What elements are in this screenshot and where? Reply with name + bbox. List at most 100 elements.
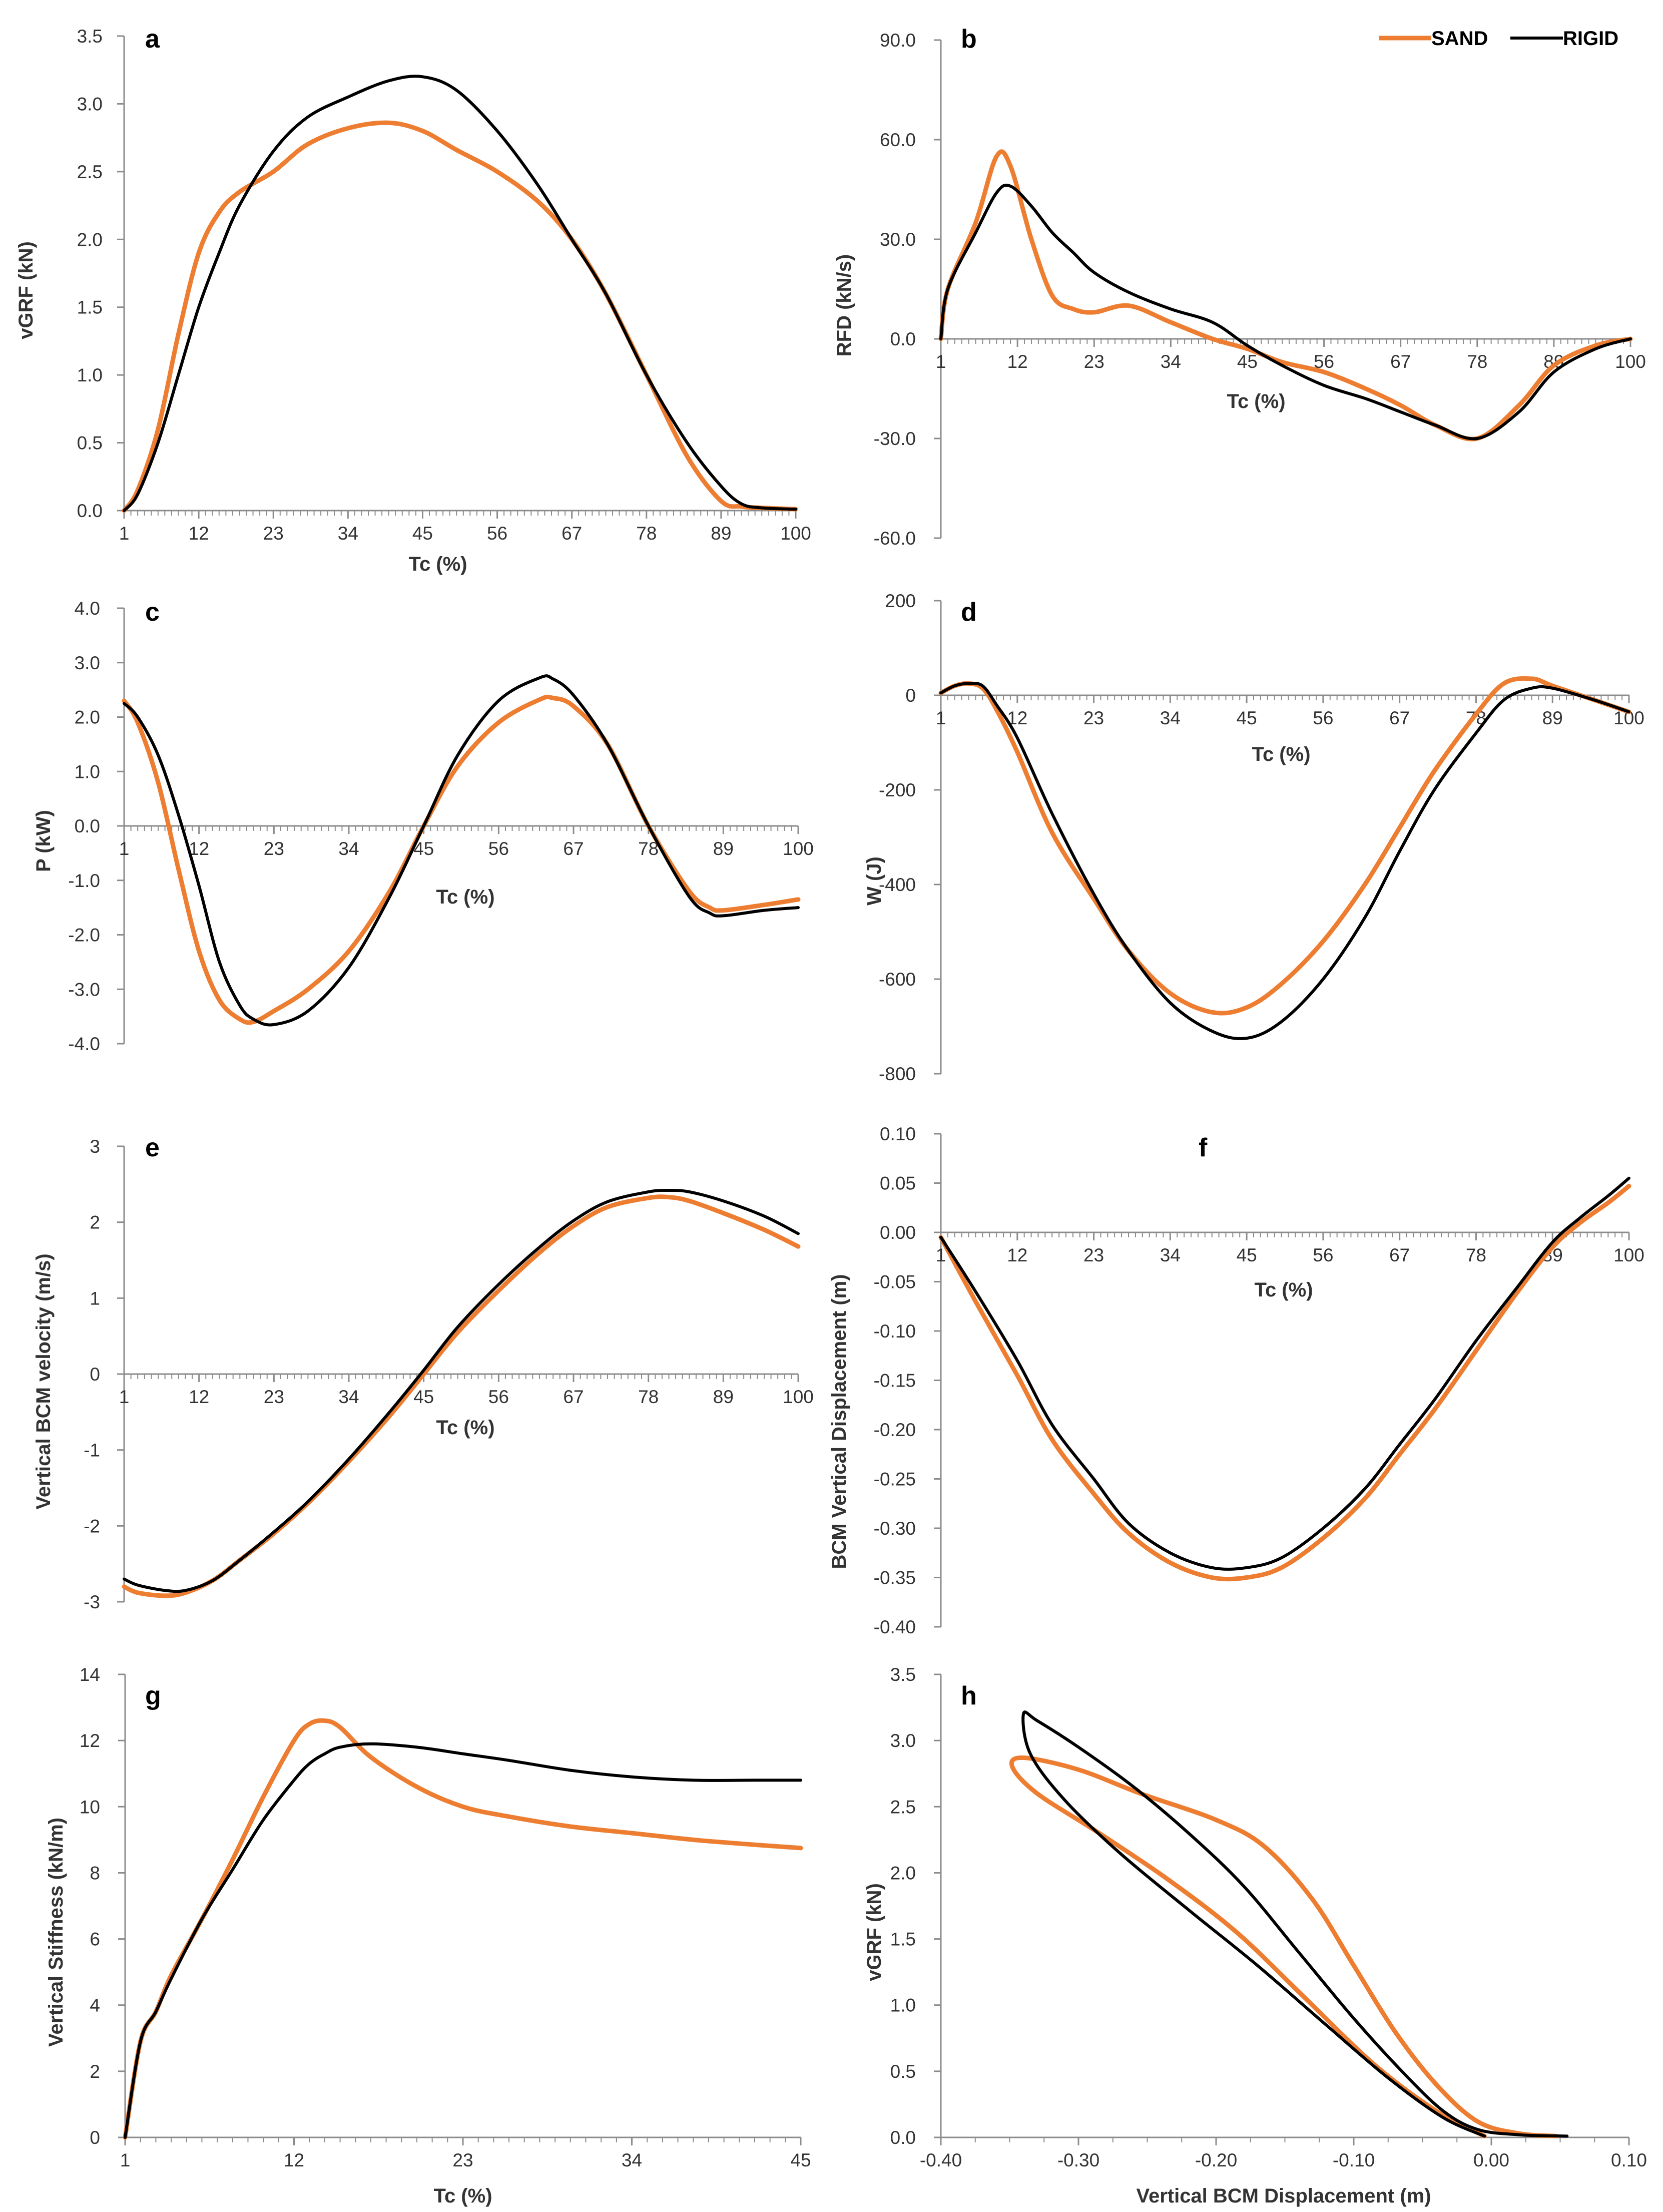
- x-axis-title: Tc (%): [1254, 1279, 1313, 1301]
- x-tick-label: 56: [1313, 708, 1333, 728]
- y-axis-title: W (J): [863, 856, 885, 906]
- y-tick-label: 3.5: [77, 26, 103, 47]
- y-axis-title: BCM Vertical Displacement (m): [828, 1274, 850, 1569]
- panel-letter: d: [961, 598, 977, 627]
- y-tick-label: 0.0: [75, 816, 100, 836]
- y-tick-label: -3.0: [68, 979, 100, 1000]
- x-tick-label: 0.10: [1611, 2150, 1647, 2170]
- series-line-sand: [938, 676, 1631, 1016]
- y-tick-label: 3.0: [77, 94, 103, 114]
- x-tick-label: 1: [119, 523, 130, 544]
- y-tick-label: -1: [84, 1440, 100, 1461]
- plot-area: -0.40 -0.35 -0.30 -0.25 -0.20 -0.15 -0.10 -0.05…: [874, 1124, 1644, 1637]
- series-line-sand: [938, 149, 1633, 441]
- y-tick-label: -0.30: [874, 1518, 916, 1539]
- x-tick-label: 1: [936, 1245, 946, 1265]
- y-tick-label: 2: [90, 2061, 100, 2082]
- y-tick-label: 14: [80, 1664, 100, 1685]
- x-tick-label: 56: [488, 1387, 509, 1407]
- x-tick-label: 100: [780, 523, 811, 544]
- series-line-rigid: [123, 1188, 800, 1593]
- x-tick-label: -0.10: [1333, 2150, 1375, 2170]
- y-axis-title: Vertical Stiffness (kN/m): [45, 1818, 67, 2047]
- x-tick-label: 67: [563, 838, 584, 859]
- y-tick-label: 6: [90, 1929, 100, 1950]
- x-tick-label: 100: [1615, 351, 1646, 372]
- x-tick-label: 100: [783, 838, 814, 859]
- y-tick-label: -600: [879, 969, 916, 990]
- y-tick-label: 1.5: [890, 1929, 916, 1950]
- x-tick-label: 100: [1613, 1245, 1644, 1265]
- x-tick-label: 56: [488, 838, 509, 859]
- y-tick-label: -3: [84, 1592, 100, 1612]
- x-tick-label: -0.20: [1195, 2150, 1237, 2170]
- x-tick-label: 34: [1160, 1245, 1181, 1265]
- plot-area: 0 2 4 6 8 10 12 14 1 12 23 34 45: [80, 1664, 811, 2170]
- y-tick-label: -0.20: [874, 1420, 916, 1440]
- y-tick-label: -0.10: [874, 1321, 916, 1342]
- x-tick-label: 34: [1161, 351, 1181, 372]
- x-axis-title: Tc (%): [1227, 390, 1285, 412]
- series-line-rigid: [123, 674, 800, 1027]
- y-tick-label: -2: [84, 1516, 100, 1536]
- x-tick-label: 67: [563, 1387, 584, 1407]
- y-tick-label: -800: [879, 1064, 916, 1084]
- x-tick-label: 23: [264, 838, 284, 859]
- x-axis-title: Tc (%): [436, 886, 494, 908]
- x-tick-label: 45: [413, 1387, 434, 1407]
- y-tick-label: 1.0: [890, 1995, 916, 2016]
- y-tick-label: -30.0: [874, 428, 916, 449]
- y-tick-label: 3.0: [890, 1730, 916, 1751]
- y-tick-label: 3.5: [890, 1664, 916, 1685]
- y-tick-label: -0.25: [874, 1469, 916, 1490]
- y-tick-label: 2.5: [890, 1797, 916, 1817]
- x-tick-label: 45: [1237, 708, 1257, 728]
- series-line-sand: [1009, 1755, 1558, 2138]
- x-tick-label: 78: [1467, 351, 1487, 372]
- x-tick-label: 0.00: [1473, 2150, 1509, 2170]
- x-tick-label: 45: [412, 523, 433, 544]
- plot-area: -60.0-30.00.030.060.090.01 12 23 34 45 56 67 78…: [874, 30, 1646, 549]
- x-axis-title: Tc (%): [436, 1417, 494, 1439]
- y-tick-label: -0.40: [874, 1617, 916, 1637]
- y-tick-label: 0.05: [880, 1173, 916, 1194]
- y-tick-label: 1.5: [77, 297, 103, 318]
- x-tick-label: 1: [120, 2150, 131, 2170]
- x-tick-label: 78: [636, 523, 657, 544]
- panel-letter: g: [145, 1681, 161, 1710]
- panel-letter: c: [145, 598, 160, 627]
- x-tick-label: 23: [452, 2150, 473, 2170]
- x-tick-label: 45: [790, 2150, 811, 2170]
- y-tick-label: 2.5: [77, 162, 103, 182]
- panel-c: c -4.0 -3.0 -2.0 -1.0 0.0 1.0 2.0 3.0 4.0 1 12 23 34…: [33, 598, 814, 1054]
- x-axis-title: Vertical BCM Displacement (m): [1136, 2185, 1431, 2207]
- y-tick-label: 0.0: [77, 501, 103, 521]
- y-tick-label: -0.15: [874, 1371, 916, 1391]
- x-axis-title: Tc (%): [433, 2185, 492, 2207]
- series-line-rigid: [939, 682, 1630, 1040]
- y-tick-label: 0.5: [77, 433, 103, 454]
- y-tick-label: 200: [885, 591, 916, 611]
- y-axis-title: P (kW): [33, 810, 55, 872]
- x-tick-label: 12: [189, 523, 209, 544]
- x-tick-label: 34: [622, 2150, 642, 2170]
- x-tick-label: 12: [1007, 1245, 1027, 1265]
- x-tick-label: 67: [1389, 1245, 1410, 1265]
- x-tick-label: 12: [284, 2150, 304, 2170]
- y-tick-label: 2: [90, 1212, 100, 1233]
- plot-area: 0.0 0.5 1.0 1.5 2.0 2.5 3.0 3.5 -0.40 -0.30 -0.20 -…: [890, 1664, 1647, 2170]
- y-axis-title: vGRF (kN): [863, 1883, 885, 1981]
- y-tick-label: 0.0: [890, 2127, 916, 2148]
- y-tick-label: 60.0: [880, 130, 916, 150]
- y-tick-label: -60.0: [874, 528, 916, 549]
- y-tick-label: 0.00: [880, 1222, 916, 1243]
- y-tick-label: -0.05: [874, 1272, 916, 1292]
- plot-area: 0.0 0.5 1.0 1.5 2.0 2.5 3.0 3.5 1 12 23 34 45 56 67 78 8…: [77, 26, 811, 544]
- series-line-rigid: [939, 183, 1632, 440]
- x-tick-label: 67: [1390, 351, 1411, 372]
- x-tick-label: 67: [1389, 708, 1410, 728]
- x-tick-label: 89: [1542, 708, 1563, 728]
- x-tick-label: 34: [1160, 708, 1181, 728]
